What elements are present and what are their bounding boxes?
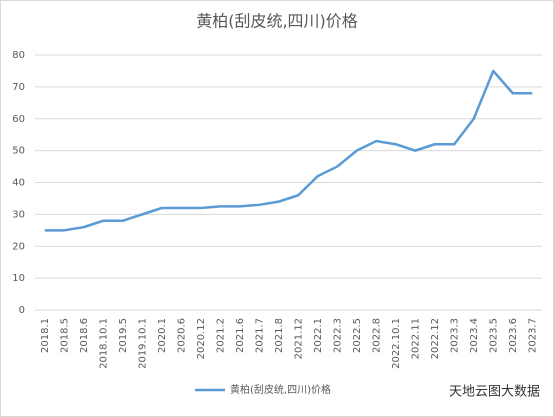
x-tick-label: 2023.7 — [527, 318, 538, 353]
legend-label: 黄柏(刮皮统,四川)价格 — [230, 383, 331, 396]
y-tick-label: 40 — [12, 178, 25, 189]
x-tick-label: 2023.5 — [488, 318, 499, 353]
y-tick-label: 50 — [12, 146, 25, 157]
chart-title: 黄柏(刮皮统,四川)价格 — [196, 12, 358, 31]
x-tick-label: 2022.3 — [332, 318, 343, 353]
y-tick-label: 0 — [19, 305, 25, 316]
x-tick-label: 2022.1 — [313, 318, 324, 353]
x-tick-label: 2018.6 — [79, 318, 90, 353]
x-tick-label: 2019.5 — [118, 318, 129, 353]
x-tick-label: 2022.5 — [352, 318, 363, 353]
y-tick-label: 60 — [12, 114, 25, 125]
x-tick-label: 2020.1 — [157, 318, 168, 353]
x-tick-label: 2023.4 — [469, 318, 480, 353]
x-tick-label: 2022.12 — [430, 318, 441, 359]
x-tick-label: 2022.11 — [410, 318, 421, 359]
x-tick-label: 2018.5 — [59, 318, 70, 353]
x-tick-label: 2021.2 — [215, 318, 226, 353]
x-tick-label: 2018.1 — [40, 318, 51, 353]
x-tick-label: 2021.6 — [235, 318, 246, 353]
y-tick-label: 10 — [12, 273, 25, 284]
x-tick-label: 2019.10.1 — [137, 318, 148, 369]
x-tick-label: 2020.6 — [176, 318, 187, 353]
x-tick-label: 2021.7 — [254, 318, 265, 353]
y-tick-label: 80 — [12, 50, 25, 61]
x-tick-label: 2021.8 — [274, 318, 285, 353]
x-tick-label: 2021.12 — [293, 318, 304, 359]
line — [44, 69, 533, 232]
x-tick-label: 2018.10.1 — [98, 318, 109, 369]
y-tick-label: 20 — [12, 241, 25, 252]
watermark: 天地云图大数据 — [449, 385, 540, 400]
x-tick-label: 2022.8 — [371, 318, 382, 353]
y-tick-label: 70 — [12, 82, 25, 93]
x-tick-label: 2023.3 — [449, 318, 460, 353]
x-tick-label: 2023.6 — [508, 318, 519, 353]
x-tick-label: 2022.10.1 — [391, 318, 402, 369]
x-tick-label: 2020.12 — [196, 318, 207, 359]
y-tick-label: 30 — [12, 209, 25, 220]
